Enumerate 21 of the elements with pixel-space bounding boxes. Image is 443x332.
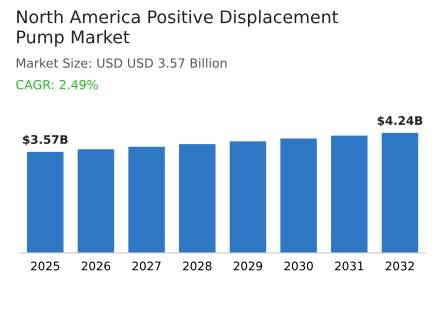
x-tick-label: 2028 xyxy=(183,262,212,270)
bar xyxy=(331,136,368,253)
bar xyxy=(382,132,418,253)
x-tick-label: 2030 xyxy=(284,262,313,270)
data-label: $4.24B xyxy=(378,116,422,127)
bar xyxy=(280,138,317,253)
chart-title: North America Positive Displacement Pump Market xyxy=(17,10,338,47)
x-tick-label: 2026 xyxy=(82,262,110,270)
bar xyxy=(27,152,64,253)
bar xyxy=(128,146,165,253)
data-label: $3.57B xyxy=(23,134,68,146)
x-tick-label: 2029 xyxy=(234,262,262,270)
x-tick-label: 2025 xyxy=(31,262,60,270)
text: CAGR: 2.49% xyxy=(16,80,98,90)
bar xyxy=(78,149,114,253)
x-tick-label: 2032 xyxy=(386,262,414,270)
bar xyxy=(179,144,216,253)
x-tick-label: 2031 xyxy=(335,262,364,270)
bar xyxy=(230,141,266,253)
chart-subtitle: Market Size: USD USD 3.57 Billion xyxy=(16,58,226,68)
x-tick-label: 2027 xyxy=(132,262,161,270)
